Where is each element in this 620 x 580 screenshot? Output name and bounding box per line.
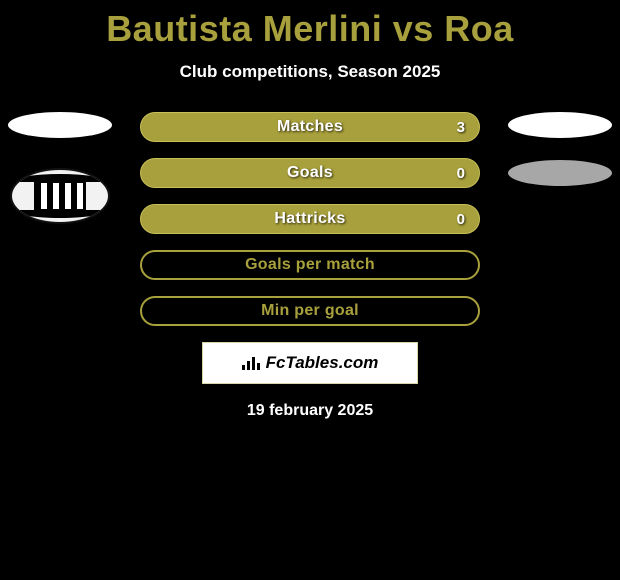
club-badge-stripes	[34, 182, 86, 210]
bar-chart-icon	[242, 356, 260, 370]
left-player-column	[0, 112, 120, 224]
stat-bar-goals: Goals 0	[140, 158, 480, 188]
stat-value: 0	[457, 165, 465, 182]
stat-bar-hattricks: Hattricks 0	[140, 204, 480, 234]
subtitle: Club competitions, Season 2025	[0, 62, 620, 82]
stat-bar-goals-per-match: Goals per match	[140, 250, 480, 280]
stat-label: Matches	[277, 118, 343, 136]
stat-value: 3	[457, 119, 465, 136]
stat-value: 0	[457, 211, 465, 228]
comparison-content: Matches 3 Goals 0 Hattricks 0 Goals per …	[0, 112, 620, 420]
stat-bar-min-per-goal: Min per goal	[140, 296, 480, 326]
stat-bar-matches: Matches 3	[140, 112, 480, 142]
player-photo-placeholder-right	[508, 112, 612, 138]
page-title: Bautista Merlini vs Roa	[0, 0, 620, 50]
brand-text: FcTables.com	[266, 353, 379, 373]
club-badge-left	[10, 168, 110, 224]
stat-label: Hattricks	[274, 210, 345, 228]
stat-label: Goals	[287, 164, 333, 182]
club-badge-placeholder-right	[508, 160, 612, 186]
stat-bars: Matches 3 Goals 0 Hattricks 0 Goals per …	[140, 112, 480, 326]
right-player-column	[500, 112, 620, 216]
date-text: 19 february 2025	[0, 402, 620, 420]
player-photo-placeholder-left	[8, 112, 112, 138]
stat-label: Goals per match	[245, 256, 375, 274]
brand-watermark: FcTables.com	[202, 342, 418, 384]
stat-label: Min per goal	[261, 302, 359, 320]
